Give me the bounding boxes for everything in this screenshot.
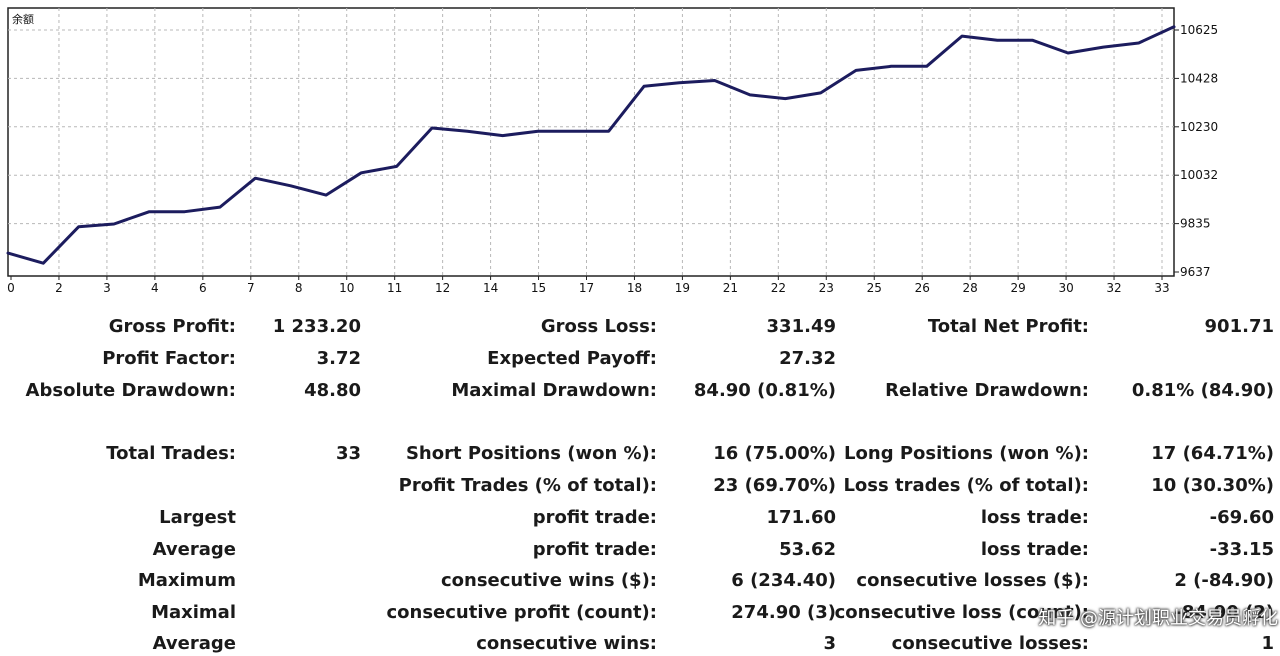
avg-consec-wins-value: 3	[823, 633, 836, 654]
avg-consec-losses-value: 1	[1261, 633, 1274, 654]
x-tick-label: 4	[151, 281, 159, 295]
x-tick-label: 23	[819, 281, 834, 295]
x-tick-label: 2	[55, 281, 63, 295]
x-tick-label: 28	[963, 281, 978, 295]
avg-consec-wins-label: consecutive wins:	[476, 633, 657, 654]
gross-loss-value: 331.49	[766, 316, 836, 337]
maximal-label: Maximal	[151, 602, 236, 623]
x-tick-label: 29	[1010, 281, 1025, 295]
largest-loss-value: -69.60	[1209, 507, 1274, 528]
average-loss-value: -33.15	[1209, 539, 1274, 560]
largest-loss-label: loss trade:	[980, 507, 1089, 528]
profit-factor-value: 3.72	[316, 348, 361, 369]
absolute-drawdown-label: Absolute Drawdown:	[25, 380, 236, 401]
chart-title: 余额	[12, 12, 34, 26]
short-positions-label: Short Positions (won %):	[405, 443, 657, 464]
relative-drawdown-value: 0.81% (84.90)	[1131, 380, 1274, 401]
average2-label: Average	[152, 633, 236, 654]
total-trades-label: Total Trades:	[106, 443, 236, 464]
x-tick-label: 3	[103, 281, 111, 295]
maximal-drawdown-value: 84.90 (0.81%)	[693, 380, 836, 401]
x-tick-label: 14	[483, 281, 498, 295]
y-tick-label: 10032	[1180, 168, 1218, 182]
profit-trades-label: Profit Trades (% of total):	[398, 475, 657, 496]
long-positions-label: Long Positions (won %):	[844, 443, 1089, 464]
maximal-consec-profit-label: consecutive profit (count):	[386, 602, 657, 623]
x-tick-label: 6	[199, 281, 207, 295]
x-tick-label: 32	[1106, 281, 1121, 295]
average-profit-value: 53.62	[779, 539, 836, 560]
largest-profit-value: 171.60	[766, 507, 836, 528]
y-tick-label: 10230	[1180, 120, 1218, 134]
relative-drawdown-label: Relative Drawdown:	[885, 380, 1089, 401]
x-tick-label: 15	[531, 281, 546, 295]
average-profit-label: profit trade:	[532, 539, 657, 560]
y-tick-label: 9637	[1180, 265, 1211, 279]
largest-profit-label: profit trade:	[532, 507, 657, 528]
total-net-profit-value: 901.71	[1204, 316, 1274, 337]
x-tick-label: 10	[339, 281, 354, 295]
x-tick-label: 18	[627, 281, 642, 295]
profit-factor-label: Profit Factor:	[102, 348, 236, 369]
max-consec-losses-value: 2 (-84.90)	[1174, 570, 1274, 591]
max-consec-losses-label: consecutive losses ($):	[856, 570, 1089, 591]
maximal-consec-profit-value: 274.90 (3)	[731, 602, 836, 623]
balance-line	[6, 25, 1176, 265]
absolute-drawdown-value: 48.80	[304, 380, 361, 401]
watermark: 知乎 @源计划职业交易员孵化	[1038, 608, 1278, 629]
expected-payoff-label: Expected Payoff:	[487, 348, 657, 369]
y-tick-label: 9835	[1180, 217, 1211, 231]
y-axis: 10625 10428 10230 10032 9835 9637	[1174, 23, 1218, 279]
loss-trades-value: 10 (30.30%)	[1151, 475, 1274, 496]
maximal-consec-loss-value: -84.90 (2)	[1174, 602, 1274, 623]
gross-loss-label: Gross Loss:	[540, 316, 657, 337]
x-tick-label: 17	[579, 281, 594, 295]
largest-label: Largest	[159, 507, 236, 528]
x-tick-label: 7	[247, 281, 255, 295]
x-tick-label: 33	[1154, 281, 1169, 295]
y-tick-label: 10625	[1180, 23, 1218, 37]
maximal-drawdown-label: Maximal Drawdown:	[451, 380, 657, 401]
avg-consec-losses-label: consecutive losses:	[891, 633, 1089, 654]
long-positions-value: 17 (64.71%)	[1151, 443, 1274, 464]
short-positions-value: 16 (75.00%)	[713, 443, 836, 464]
maximum-label: Maximum	[137, 570, 236, 591]
maximal-consec-loss-label: consecutive loss (count):	[834, 602, 1089, 623]
x-tick-label: 21	[723, 281, 738, 295]
x-tick-label: 25	[867, 281, 882, 295]
loss-trades-label: Loss trades (% of total):	[843, 475, 1089, 496]
x-tick-label: 19	[675, 281, 690, 295]
x-tick-label: 12	[435, 281, 450, 295]
profit-trades-value: 23 (69.70%)	[713, 475, 836, 496]
average-label: Average	[152, 539, 236, 560]
total-net-profit-label: Total Net Profit:	[927, 316, 1089, 337]
x-tick-label: 11	[387, 281, 402, 295]
total-trades-value: 33	[335, 443, 361, 464]
average-loss-label: loss trade:	[980, 539, 1089, 560]
x-tick-label: 30	[1058, 281, 1073, 295]
max-consec-wins-label: consecutive wins ($):	[440, 570, 657, 591]
expected-payoff-value: 27.32	[779, 348, 836, 369]
y-tick-label: 10428	[1180, 71, 1218, 85]
x-tick-label: 26	[915, 281, 930, 295]
x-tick-label: 8	[295, 281, 303, 295]
plot-area	[7, 7, 1175, 277]
gross-profit-label: Gross Profit:	[108, 316, 236, 337]
max-consec-wins-value: 6 (234.40)	[731, 570, 836, 591]
gross-profit-value: 1 233.20	[272, 316, 361, 337]
x-tick-label: 22	[771, 281, 786, 295]
x-tick-label: 0	[7, 281, 15, 295]
x-axis: 0 2 3 4 6 7 8 10 11 12 14 15 17 18 19 21 22 23 25 26 28 29 30 3…	[7, 276, 1170, 295]
